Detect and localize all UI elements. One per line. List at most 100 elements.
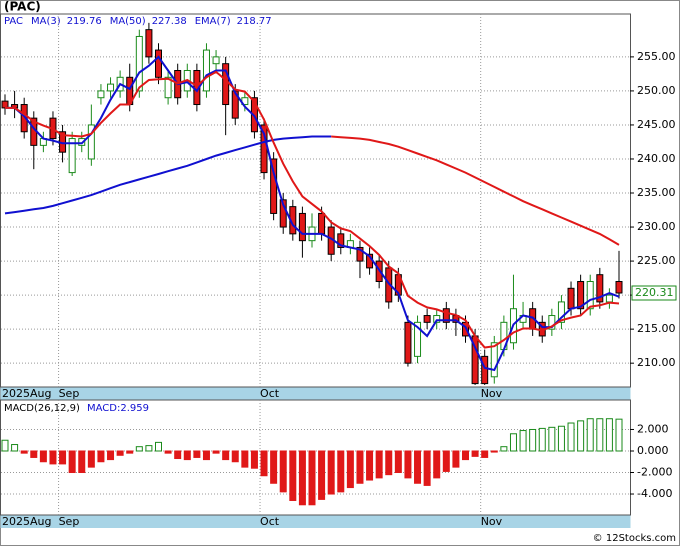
x-tick-label: Nov	[481, 387, 503, 400]
macd-bar	[509, 433, 517, 452]
macd-bar	[605, 418, 613, 452]
macd-bar	[59, 450, 67, 465]
candle-body	[145, 29, 153, 58]
candle-body	[577, 280, 585, 310]
macd-bar	[20, 450, 28, 454]
candle-body	[212, 56, 220, 65]
macd-bar	[577, 420, 585, 452]
x-tick-label: 2025Aug	[2, 515, 51, 528]
macd-bar	[356, 450, 364, 484]
x-tick-label: Oct	[260, 515, 280, 528]
macd-bar	[260, 450, 268, 477]
candle-body	[279, 199, 287, 228]
macd-bar	[366, 450, 374, 481]
candle-body	[586, 280, 594, 310]
candle-body	[567, 287, 575, 310]
candle-body	[135, 35, 143, 92]
macd-bar	[481, 450, 489, 458]
candle-body	[155, 49, 162, 78]
candle-body	[97, 90, 105, 99]
y-tick-label: 240.00	[637, 152, 676, 165]
legend-value: 227.38	[152, 16, 187, 27]
ma-line	[331, 135, 620, 246]
candle-body	[404, 321, 412, 364]
macd-bar	[212, 450, 220, 454]
macd-bar	[1, 439, 9, 452]
legend-name: MA(3)	[31, 16, 61, 27]
legend-name: EMA(7)	[195, 16, 231, 27]
macd-bar	[548, 426, 556, 452]
candle-body	[68, 138, 76, 174]
macd-bar	[174, 450, 182, 460]
candle-body	[385, 267, 393, 303]
macd-bar	[279, 450, 287, 493]
candle-body	[298, 212, 306, 242]
x-tick-label: Sep	[59, 387, 80, 400]
macd-bar	[183, 450, 191, 461]
candle-body	[414, 321, 422, 357]
y-tick-label: 210.00	[637, 356, 676, 369]
y-tick-label: 0.000	[637, 444, 669, 457]
macd-bar	[462, 450, 469, 461]
chart-title: (PAC)	[4, 0, 41, 14]
macd-bar	[442, 450, 450, 472]
y-tick-label: 245.00	[637, 118, 676, 131]
candle-body	[442, 308, 450, 323]
y-tick-label: -4.000	[637, 487, 672, 500]
candle-body	[20, 104, 28, 133]
candle-body	[202, 49, 210, 92]
macd-bar	[30, 450, 38, 458]
last-price-box	[631, 285, 677, 301]
y-tick-label: 215.00	[637, 322, 676, 335]
legend-name: MA(50)	[110, 16, 146, 27]
x-tick-label: Oct	[260, 387, 280, 400]
macd-bar	[68, 450, 76, 474]
macd-bar	[11, 444, 19, 452]
macd-bar	[596, 418, 604, 452]
y-tick-label: 230.00	[637, 220, 676, 233]
candle-body	[433, 315, 441, 323]
macd-bar	[164, 450, 172, 454]
ma-line	[5, 70, 620, 349]
candle-body	[164, 76, 172, 99]
macd-bar	[567, 422, 575, 452]
macd-bar	[270, 450, 278, 484]
macd-bar	[557, 425, 565, 452]
macd-bar	[222, 450, 230, 461]
macd-bar	[231, 450, 239, 463]
macd-bar	[135, 446, 143, 452]
candle-body	[107, 83, 115, 92]
macd-bar	[586, 418, 594, 452]
x-axis-band	[0, 515, 631, 528]
y-tick-label: 255.00	[637, 50, 676, 63]
macd-bar	[97, 450, 105, 463]
macd-bar	[385, 450, 393, 476]
macd-title: MACD(26,12,9)	[4, 403, 80, 414]
legend-value: 219.76	[67, 16, 102, 27]
candle-body	[557, 301, 565, 323]
y-tick-label: 2.000	[637, 422, 669, 435]
candle-body	[337, 233, 345, 248]
macd-bar	[193, 450, 201, 458]
macd-bar	[145, 445, 153, 452]
candle-body	[605, 294, 613, 303]
candle-body	[548, 315, 556, 330]
macd-bar	[394, 450, 402, 474]
macd-bar	[538, 427, 546, 452]
macd-bar	[490, 450, 498, 453]
macd-bar	[155, 441, 162, 452]
macd-bar	[49, 450, 57, 465]
legend: PAC MA(3) 219.76 MA(50) 227.38 EMA(7) 218.77	[4, 16, 272, 27]
x-tick-label: Nov	[481, 515, 503, 528]
macd-bar	[337, 450, 345, 493]
candle-body	[270, 158, 278, 214]
candle-body	[596, 274, 604, 303]
macd-label: MACD:2.959	[87, 403, 149, 414]
y-tick-label: 225.00	[637, 254, 676, 267]
macd-bar	[318, 450, 326, 500]
macd-bar	[289, 450, 297, 501]
ma-line	[5, 55, 620, 372]
macd-bar	[404, 450, 412, 479]
candle-body	[87, 124, 95, 160]
